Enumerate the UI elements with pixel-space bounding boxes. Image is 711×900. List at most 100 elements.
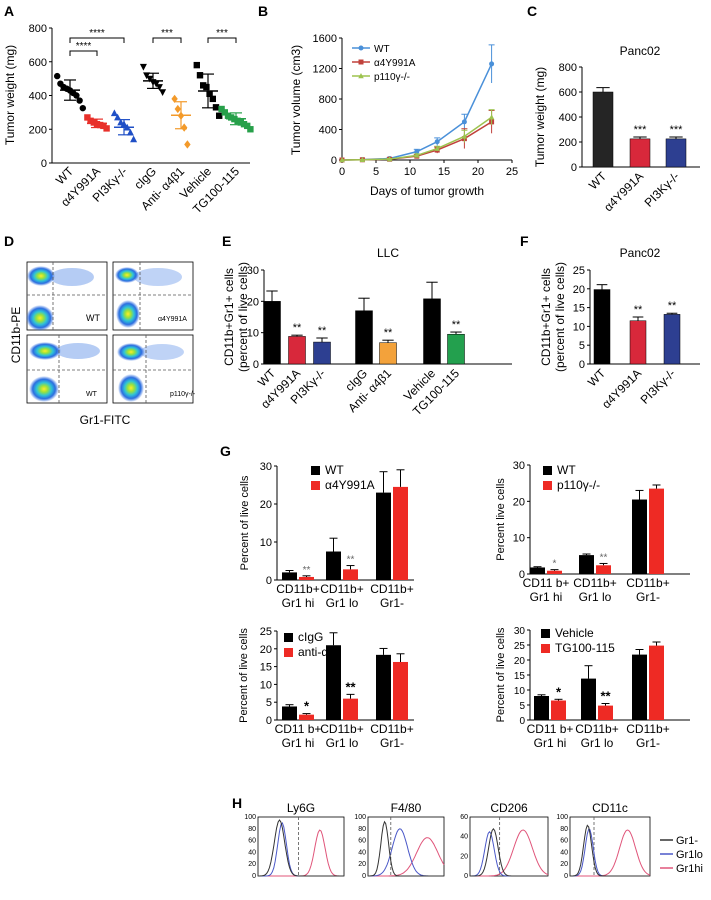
- g4-category-1-line2: Gr1 lo: [581, 736, 614, 750]
- h-ytick-1-4: 80: [358, 826, 366, 833]
- g3-y-tick-label-5: 25: [260, 626, 272, 638]
- e-y-tick-label-0: 0: [253, 359, 259, 371]
- g3-y-tick-label-0: 0: [266, 715, 272, 727]
- g2-legend-label-1: p110γ-/-: [557, 478, 600, 492]
- a-point-5-1: [196, 72, 204, 79]
- g1-legend-swatch-1: [311, 481, 320, 490]
- a-point-0-8: [79, 104, 87, 112]
- e-y-tick-label-3: 30: [247, 265, 259, 277]
- g3-sig-1: **: [345, 679, 356, 694]
- h-curve-0-1: [258, 822, 344, 877]
- g1-category-0-line2: Gr1 hi: [282, 596, 315, 610]
- panel-label-b: B: [258, 3, 268, 19]
- g4-y-axis-title: Percent of live cells: [495, 627, 507, 722]
- f-y-tick-label-3: 15: [573, 303, 585, 315]
- a-point-4-4: [184, 140, 191, 149]
- a-y-tick-label-4: 800: [29, 23, 47, 35]
- g3-bar-0-2: [376, 654, 391, 720]
- g4-sig-0: *: [556, 684, 562, 699]
- c-y-tick-label-1: 200: [559, 137, 577, 149]
- g2-bar-1-1: [596, 565, 611, 574]
- g1-category-1-line1: CD11b+: [320, 582, 363, 596]
- a-sig-bracket-0: [69, 50, 98, 56]
- h-frame-1: [367, 816, 445, 877]
- g2-category-2-line1: CD11b+: [626, 576, 669, 590]
- flow-plot-4: p110γ-/-: [112, 334, 196, 404]
- a-point-5-4: [206, 90, 213, 98]
- h-ytick-2-0: 0: [464, 873, 468, 880]
- e-bar-1: [288, 336, 306, 365]
- b-point-2-6: [488, 114, 495, 120]
- g3-y-tick-label-4: 20: [260, 644, 272, 656]
- g3-legend-swatch-1: [284, 648, 293, 657]
- a-y-axis-title: Tumor weight (mg): [3, 45, 17, 145]
- a-sig-label-3: ***: [216, 28, 228, 39]
- g3-category-1-line2: Gr1 lo: [326, 736, 359, 750]
- c-y-tick-label-4: 800: [559, 62, 577, 74]
- panel-label-d: D: [4, 233, 14, 249]
- a-point-2-1: [114, 113, 122, 121]
- e-y-tick-label-1: 10: [247, 328, 259, 340]
- panel-label-g: G: [220, 443, 231, 459]
- g3-bar-0-0: [282, 706, 297, 720]
- a-point-4-0: [171, 94, 178, 104]
- h-ytick-2-1: 20: [460, 853, 468, 860]
- e-y-tick-label-2: 20: [247, 296, 259, 308]
- flow-y-axis-label: CD11b-PE: [9, 307, 23, 363]
- e-sig-6: **: [452, 319, 461, 331]
- h-ytick-3-3: 60: [560, 838, 568, 845]
- g2-bar-1-0: [547, 570, 562, 574]
- g4-legend-label-1: TG100-115: [555, 641, 615, 655]
- g1-category-0-line1: CD11b+: [276, 582, 319, 596]
- chart-e-llc-bars: 0 10 20 30 LLC CD11b+Gr1+ cells (percent of li…: [222, 246, 512, 418]
- e-y-axis-title: CD11b+Gr1+ cells: [222, 268, 236, 366]
- h-curve-1-2: [368, 837, 445, 877]
- chart-b-tumor-volume-lines: 0 400 800 1200 1600 0 5 10 15 20 25 Tumor volume (c…: [289, 33, 518, 198]
- g2-category-0-line1: CD11 b+: [523, 576, 570, 590]
- h-title-0: Ly6G: [287, 801, 315, 815]
- flow-cytometry-panels: WT α4Y991A WT p110γ-/-: [9, 261, 196, 427]
- g3-bar-0-1: [326, 645, 341, 720]
- g4-y-tick-label-4: 20: [514, 656, 526, 667]
- g2-bar-0-0: [530, 567, 545, 574]
- panel-label-e: E: [222, 233, 231, 249]
- g3-category-0-line2: Gr1 hi: [282, 736, 315, 750]
- g1-bar-1-2: [393, 486, 408, 580]
- g1-y-tick-label-0: 0: [266, 575, 272, 587]
- h-ytick-0-3: 60: [248, 838, 256, 845]
- g4-bar-0-1: [581, 678, 596, 720]
- c-category-0: WT: [586, 169, 610, 193]
- g4-category-2-line2: Gr1-: [636, 736, 660, 750]
- h-ytick-1-0: 0: [362, 873, 366, 880]
- b-y-tick-label-1: 400: [319, 125, 337, 137]
- h-ytick-1-3: 60: [358, 838, 366, 845]
- g4-y-tick-label-2: 10: [514, 686, 526, 697]
- a-point-3-0: [139, 63, 147, 71]
- e-y-axis-title-2: (percent of live cells): [236, 262, 250, 372]
- g2-sig-0: *: [553, 559, 557, 570]
- e-title: LLC: [377, 246, 399, 260]
- e-sig-4: **: [384, 327, 393, 339]
- g2-category-1-line2: Gr1 lo: [579, 590, 612, 604]
- a-point-5-3: [203, 83, 210, 91]
- b-y-axis-title: Tumor volume (cm3): [289, 45, 303, 155]
- a-point-3-1: [143, 72, 151, 80]
- g2-legend-label-0: WT: [557, 463, 576, 477]
- a-point-6-8: [244, 122, 251, 130]
- a-point-5-6: [212, 104, 220, 111]
- c-bar-0: [592, 91, 614, 168]
- g3-category-2-line2: Gr1-: [380, 736, 404, 750]
- g1-sig-1: **: [347, 555, 355, 566]
- f-sig-2: **: [668, 300, 677, 312]
- chart-h-histograms: Ly6G 0 20 40 60 80 100 F4/80 0 20 40 60 80 100 CD206 0 2…: [244, 801, 703, 880]
- f-y-tick-label-4: 20: [573, 284, 585, 296]
- e-sig-1: **: [293, 322, 302, 334]
- g1-legend-label-1: α4Y991A: [325, 478, 375, 492]
- f-title: Panc02: [620, 246, 661, 260]
- f-category-1: α4Y991A: [599, 366, 644, 411]
- e-bar-2: [313, 341, 331, 365]
- g4-bar-1-0: [551, 700, 566, 720]
- e-bar-4: [379, 342, 397, 365]
